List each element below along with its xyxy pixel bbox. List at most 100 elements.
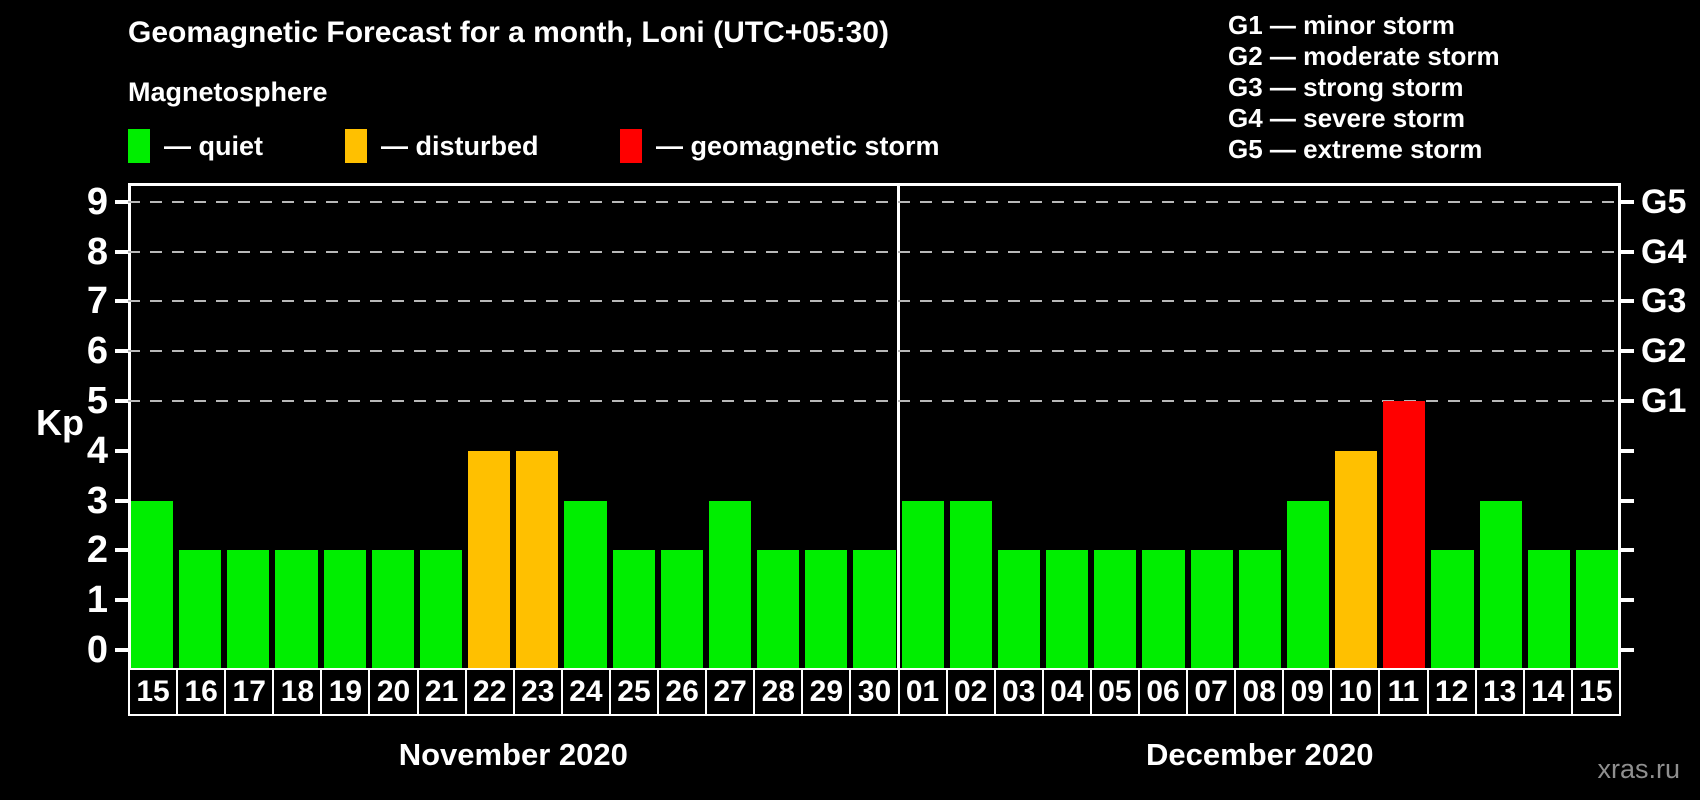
bar-nov-29 — [805, 550, 848, 668]
bar-nov-24 — [564, 500, 607, 668]
plot-top-border — [128, 183, 1621, 186]
date-cell-dec-06: 06 — [1137, 668, 1189, 716]
date-cell-dec-08: 08 — [1234, 668, 1285, 716]
bar-dec-15 — [1575, 550, 1618, 668]
legend-item-disturbed: — disturbed — [345, 129, 539, 163]
y-axis-label-5: 5 — [86, 380, 108, 422]
g-axis-label-g3: G3 — [1641, 282, 1687, 321]
date-cell-dec-10: 10 — [1330, 668, 1381, 716]
y-axis-label-4: 4 — [86, 429, 108, 472]
g2-legend-line: G2 — moderate storm — [1228, 41, 1500, 71]
date-cell-nov-21: 21 — [416, 668, 467, 716]
month-separator-line — [897, 183, 900, 668]
bar-dec-02 — [949, 500, 992, 668]
left-tick-kp4 — [115, 448, 128, 453]
date-cell-dec-11: 11 — [1378, 668, 1429, 716]
y-axis-label-0: 0 — [86, 629, 108, 671]
g-scale-legend: G1 — minor storm G2 — moderate storm G3 … — [1228, 10, 1500, 165]
bar-dec-01 — [901, 500, 944, 668]
month-label-0: November 2020 — [398, 737, 628, 772]
right-tick-kp9 — [1621, 199, 1634, 204]
date-cell-nov-29: 29 — [801, 668, 852, 716]
y-axis-title: Kp — [36, 402, 84, 443]
bar-dec-05 — [1094, 550, 1137, 668]
bar-nov-27 — [708, 500, 752, 668]
month-label-1: December 2020 — [1146, 737, 1374, 772]
xras-watermark: xras.ru — [1597, 754, 1680, 784]
g5-legend-line: G5 — extreme storm — [1228, 134, 1483, 164]
date-cell-nov-15: 15 — [128, 668, 179, 716]
date-cell-nov-26: 26 — [657, 668, 708, 716]
bar-nov-15 — [131, 500, 174, 668]
date-cell-nov-23: 23 — [512, 668, 563, 716]
page-title: Geomagnetic Forecast for a month, Loni (… — [128, 16, 889, 49]
left-tick-kp7 — [115, 299, 128, 304]
date-cell-nov-27: 27 — [705, 668, 756, 716]
date-cell-dec-15: 15 — [1570, 668, 1621, 716]
legend-label-disturbed: — disturbed — [381, 130, 539, 161]
date-cell-dec-14: 14 — [1522, 668, 1573, 716]
y-axis-label-7: 7 — [86, 280, 108, 323]
date-cell-nov-18: 18 — [272, 668, 323, 716]
date-cell-dec-09: 09 — [1282, 668, 1333, 716]
date-cell-dec-03: 03 — [993, 668, 1044, 716]
y-axis-label-6: 6 — [86, 330, 108, 373]
right-tick-kp0 — [1621, 648, 1634, 652]
bar-dec-12 — [1431, 550, 1474, 668]
gridline-kp9 — [128, 200, 1621, 203]
y-axis-left-line — [128, 183, 131, 668]
legend-label-storm: — geomagnetic storm — [656, 130, 940, 161]
y-axis-label-9: 9 — [86, 180, 108, 223]
date-cell-nov-24: 24 — [560, 668, 611, 716]
bar-dec-10 — [1335, 450, 1378, 668]
g-axis-label-g1: G1 — [1641, 382, 1687, 420]
date-cell-dec-07: 07 — [1186, 668, 1237, 716]
bar-nov-16 — [179, 550, 222, 668]
date-cell-dec-05: 05 — [1089, 668, 1140, 716]
gridline-kp5 — [128, 400, 1621, 402]
bar-nov-17 — [227, 550, 270, 668]
g3-legend-line: G3 — strong storm — [1228, 72, 1464, 102]
left-tick-kp6 — [115, 349, 128, 354]
right-tick-kp7 — [1621, 299, 1634, 304]
bar-nov-21 — [419, 550, 463, 668]
bar-dec-08 — [1238, 550, 1281, 668]
right-tick-kp1 — [1621, 598, 1634, 603]
date-cell-dec-04: 04 — [1041, 668, 1092, 716]
bar-dec-03 — [997, 550, 1041, 668]
right-tick-kp5 — [1621, 399, 1634, 403]
quiet-color-swatch-icon — [128, 129, 150, 163]
g-axis-label-g4: G4 — [1641, 232, 1687, 271]
date-cell-nov-19: 19 — [320, 668, 371, 716]
left-tick-kp5 — [115, 399, 128, 403]
bar-nov-23 — [516, 450, 559, 668]
right-tick-kp3 — [1621, 498, 1634, 503]
bar-dec-13 — [1479, 500, 1522, 668]
bar-nov-26 — [660, 550, 703, 668]
bar-nov-28 — [757, 550, 800, 668]
date-cell-dec-02: 02 — [945, 668, 996, 716]
date-cell-dec-01: 01 — [897, 668, 948, 716]
magnetosphere-subtitle: Magnetosphere — [128, 77, 328, 107]
bar-nov-18 — [275, 550, 318, 668]
kp-bar-chart-plot-area — [128, 183, 1621, 668]
y-axis-label-2: 2 — [86, 529, 108, 572]
y-axis-label-1: 1 — [86, 579, 108, 622]
gridline-kp6 — [128, 350, 1621, 353]
bar-nov-19 — [323, 550, 366, 668]
left-tick-kp2 — [115, 548, 128, 553]
bar-nov-25 — [612, 550, 655, 668]
legend-label-quiet: — quiet — [164, 130, 263, 161]
bar-nov-20 — [371, 550, 414, 668]
y-axis-right-line — [1618, 183, 1621, 668]
date-cell-nov-30: 30 — [849, 668, 900, 716]
date-cell-nov-20: 20 — [368, 668, 419, 716]
date-cell-nov-28: 28 — [753, 668, 804, 716]
legend-item-quiet: — quiet — [128, 129, 263, 163]
g-axis-label-g2: G2 — [1641, 332, 1687, 371]
bar-dec-11 — [1383, 401, 1426, 668]
y-axis-label-8: 8 — [86, 230, 108, 273]
left-tick-kp3 — [115, 498, 128, 503]
bar-nov-22 — [468, 450, 511, 668]
right-tick-kp8 — [1621, 249, 1634, 254]
